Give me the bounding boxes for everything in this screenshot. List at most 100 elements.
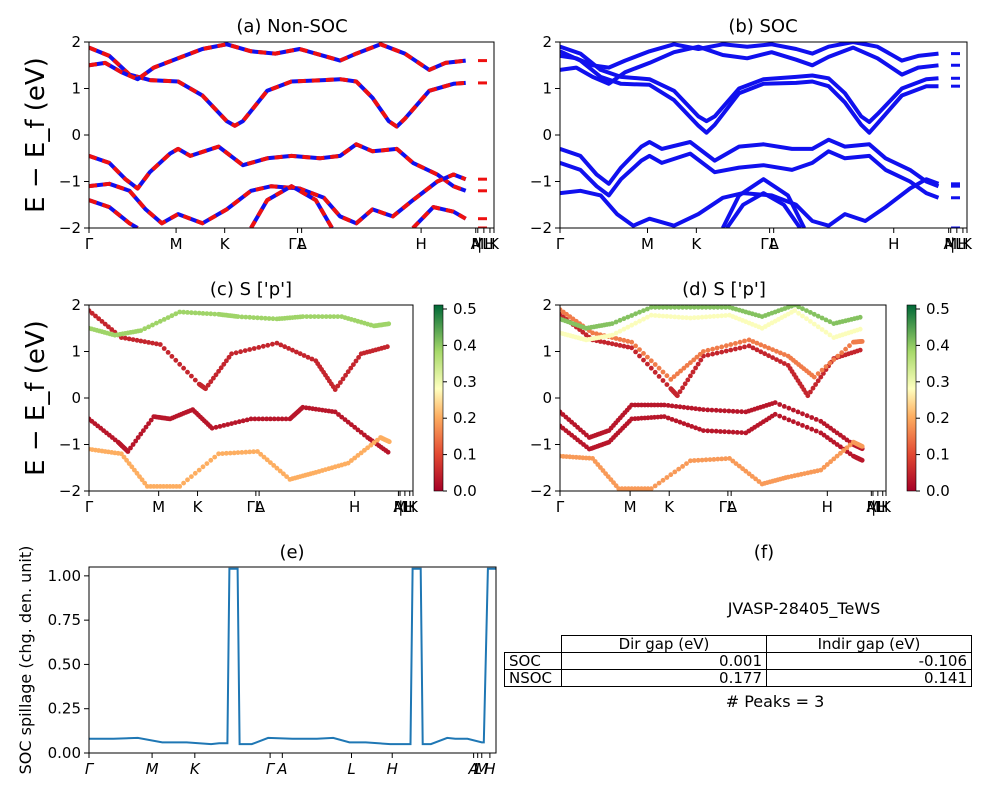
- projected-band-point: [742, 344, 747, 350]
- projected-band-point: [255, 315, 260, 321]
- projected-band-point: [847, 343, 852, 349]
- projected-band-point: [697, 351, 703, 357]
- projected-band-point: [693, 425, 698, 431]
- projected-band-point: [256, 345, 262, 350]
- projected-band-point: [693, 406, 698, 412]
- band-line: [721, 177, 806, 228]
- gap-table-row-nsoc: NSOC 0.177 0.141: [504, 669, 972, 687]
- projected-band-point: [800, 411, 805, 417]
- projected-band-point: [821, 464, 827, 470]
- colorbar-c: [433, 304, 444, 492]
- projected-band-point: [675, 371, 680, 377]
- projected-band-point: [601, 339, 607, 345]
- projected-band-point: [655, 402, 661, 408]
- projected-band-point: [835, 353, 841, 359]
- projected-band-point: [352, 424, 358, 430]
- projected-band-point: [844, 445, 850, 451]
- projected-band-point: [641, 308, 646, 313]
- projected-band-point: [719, 349, 725, 355]
- x-tick-label: H: [822, 498, 833, 516]
- projected-band-point: [676, 305, 682, 310]
- projected-band-point: [262, 315, 268, 321]
- x-tick-label: M: [394, 498, 407, 516]
- projected-band-point: [823, 317, 829, 323]
- projected-band-point: [371, 440, 377, 445]
- projected-band-point: [661, 402, 667, 408]
- x-tick-label: A: [467, 760, 478, 778]
- projected-band-point: [726, 408, 732, 414]
- projected-band-point: [701, 407, 706, 412]
- projected-band-point: [304, 314, 310, 319]
- projected-band-point: [795, 409, 801, 415]
- projected-band-point: [312, 314, 317, 319]
- projected-band-point: [804, 413, 810, 419]
- projected-band-point: [290, 347, 295, 353]
- projected-band-point: [843, 346, 848, 352]
- projected-band-point: [169, 313, 175, 319]
- projected-band-point: [135, 435, 141, 440]
- projected-band-point: [673, 404, 679, 409]
- gap-table-row-label: SOC: [504, 652, 562, 670]
- gap-table-header-indir: Indir gap (eV): [766, 635, 972, 653]
- projected-band-point: [216, 368, 222, 374]
- gap-table-header-row: Dir gap (eV) Indir gap (eV): [505, 635, 972, 653]
- projected-band-point: [301, 353, 307, 358]
- projected-band-point: [629, 322, 635, 328]
- x-tick-label: H: [957, 235, 968, 253]
- projected-band-point: [613, 330, 619, 336]
- projected-band-point: [177, 309, 183, 315]
- projected-band-point: [809, 415, 815, 420]
- projected-band-point: [142, 480, 148, 486]
- projected-band-point: [645, 314, 650, 320]
- projected-band-point: [713, 428, 719, 434]
- projected-band-point: [669, 403, 675, 409]
- projected-band-point: [819, 367, 825, 373]
- projected-band-point: [675, 393, 680, 399]
- x-tick-label: L: [255, 498, 264, 516]
- band-down-line: [89, 142, 467, 193]
- projected-band-point: [839, 350, 845, 356]
- y-tick-label: 1: [542, 80, 552, 98]
- projected-band-point: [629, 402, 635, 408]
- projected-band-point: [695, 361, 701, 367]
- x-tick-label: K: [193, 498, 204, 516]
- projected-band-point: [345, 369, 351, 375]
- projected-band-point: [824, 435, 830, 440]
- projected-band-point: [715, 456, 721, 462]
- projected-band-point: [134, 470, 140, 476]
- projected-band-point: [676, 466, 682, 472]
- panel-c-title: (c) S ['p']: [210, 279, 292, 300]
- projected-band-point: [694, 354, 700, 360]
- projected-band-point: [774, 357, 779, 362]
- x-tick-label: H: [415, 235, 426, 253]
- projected-band-point: [786, 417, 792, 423]
- band-line: [560, 44, 939, 124]
- projected-band-point: [258, 451, 264, 457]
- projected-band-point: [185, 310, 190, 315]
- projected-band-point: [648, 312, 654, 318]
- x-tick-label: A: [866, 498, 877, 516]
- projected-band-point: [723, 456, 728, 462]
- projected-band-point: [815, 313, 821, 319]
- projected-band-point: [660, 378, 666, 383]
- projected-band-point: [791, 407, 796, 413]
- projected-band-point: [818, 374, 824, 380]
- projected-band-point: [645, 402, 651, 408]
- y-tick-label: 2: [71, 296, 81, 314]
- projected-band-point: [238, 349, 244, 355]
- projected-band-point: [353, 358, 359, 364]
- y-tick-label: −1: [530, 173, 552, 191]
- projected-band-point: [671, 374, 677, 379]
- projected-band-point: [808, 310, 813, 315]
- projected-band-point: [225, 422, 231, 427]
- projected-band-point: [705, 352, 711, 358]
- projected-band-point: [766, 353, 771, 359]
- projected-band-point: [332, 387, 338, 392]
- projected-band-point: [181, 365, 187, 371]
- projected-band-point: [625, 314, 631, 320]
- projected-band-point: [688, 305, 693, 310]
- band-line: [560, 137, 940, 189]
- projected-band-point: [641, 351, 646, 356]
- band-line: [560, 42, 939, 70]
- projected-band-point: [652, 313, 658, 318]
